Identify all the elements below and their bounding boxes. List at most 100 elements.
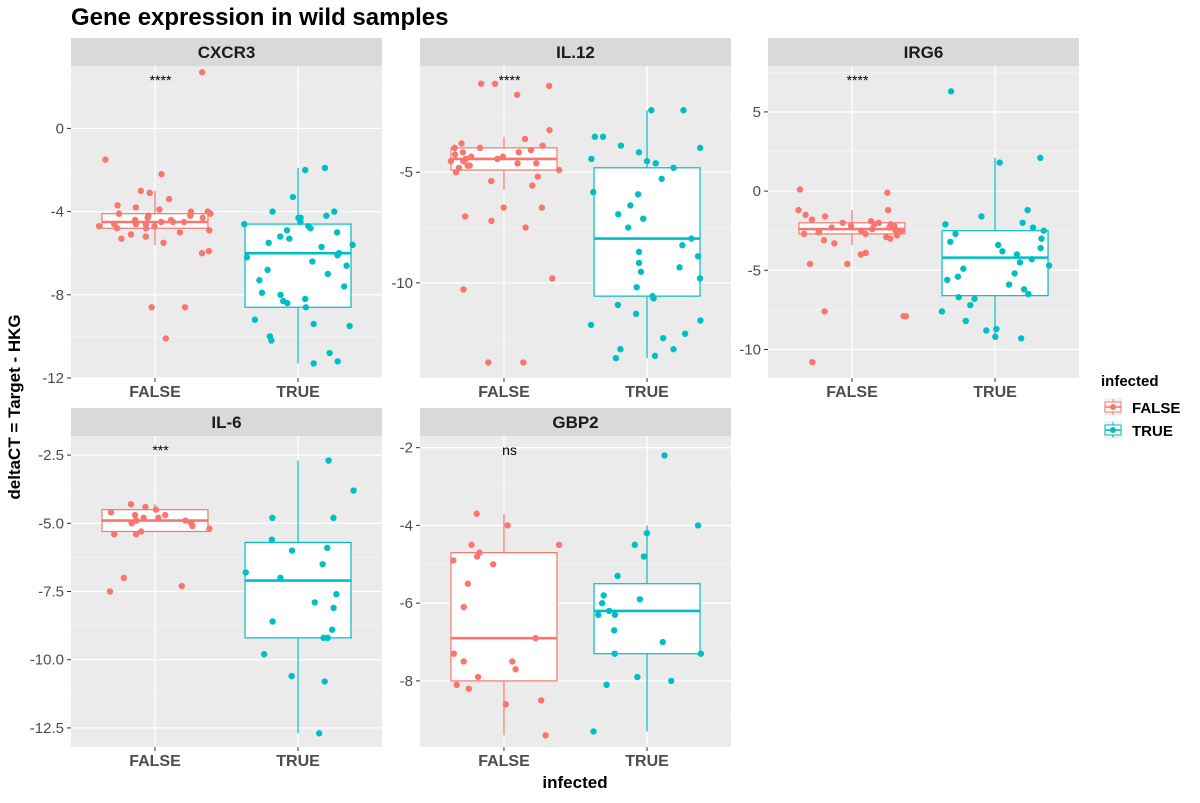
- data-point: [694, 522, 702, 529]
- y-tick-label: -10: [391, 275, 413, 292]
- y-tick-label: -5: [748, 262, 761, 279]
- data-point: [205, 247, 213, 255]
- data-point: [473, 510, 480, 517]
- x-tick-label: TRUE: [276, 384, 320, 401]
- data-point: [477, 80, 485, 87]
- data-point: [328, 626, 336, 633]
- y-tick-label: 0: [56, 120, 64, 137]
- panel-background: [768, 66, 1079, 378]
- data-point: [115, 210, 123, 217]
- data-point: [847, 222, 855, 230]
- data-point: [815, 229, 822, 236]
- data-point: [999, 248, 1006, 255]
- data-point: [169, 218, 177, 226]
- data-point: [490, 561, 497, 568]
- data-point: [324, 270, 332, 278]
- data-point: [144, 214, 151, 222]
- data-point: [857, 251, 865, 258]
- facet-strip-label: IRG6: [904, 43, 944, 62]
- data-point: [288, 547, 296, 554]
- box-false: [450, 513, 558, 736]
- data-point: [532, 634, 539, 642]
- data-point: [330, 514, 337, 522]
- box-true: [593, 525, 701, 732]
- data-point: [460, 157, 467, 165]
- data-point: [809, 358, 816, 366]
- data-point: [131, 511, 139, 519]
- data-point: [648, 107, 655, 114]
- data-point: [142, 503, 149, 511]
- legend-key-point: [1110, 427, 1116, 433]
- data-point: [162, 335, 169, 342]
- data-point: [321, 164, 329, 172]
- data-point: [178, 582, 185, 590]
- data-point: [996, 159, 1003, 166]
- data-point: [321, 678, 328, 685]
- data-point: [243, 254, 251, 261]
- data-point: [181, 304, 189, 311]
- x-tick-label: FALSE: [129, 384, 181, 401]
- data-point: [465, 685, 473, 692]
- data-point: [509, 658, 516, 665]
- legend-key-point: [1110, 404, 1116, 410]
- data-point: [333, 591, 340, 598]
- facet-strip-label: GBP2: [552, 413, 598, 432]
- data-point: [137, 528, 145, 535]
- data-point: [302, 304, 310, 311]
- data-point: [1019, 219, 1026, 226]
- data-point: [95, 222, 103, 230]
- data-point: [451, 144, 458, 152]
- data-point: [546, 126, 553, 134]
- data-point: [598, 599, 606, 607]
- data-point: [286, 235, 293, 242]
- data-point: [590, 188, 597, 196]
- data-point: [265, 239, 272, 246]
- data-point: [142, 225, 150, 232]
- data-point: [447, 157, 455, 165]
- data-point: [148, 304, 155, 311]
- data-point: [268, 337, 275, 344]
- data-point: [310, 320, 317, 328]
- y-tick-label: -8: [51, 287, 64, 304]
- box-true: [941, 157, 1049, 339]
- box-true: [244, 460, 352, 734]
- data-point: [676, 264, 683, 271]
- data-point: [869, 225, 876, 233]
- data-point: [944, 276, 951, 284]
- data-point: [1037, 244, 1044, 252]
- data-point: [334, 358, 341, 365]
- data-point: [488, 217, 495, 225]
- data-point: [198, 250, 206, 257]
- data-point: [326, 349, 333, 357]
- data-point: [330, 604, 337, 612]
- data-point: [350, 487, 357, 494]
- y-tick-label: -4: [51, 204, 64, 221]
- y-tick-label: -10.0: [30, 652, 64, 669]
- x-tick-label: TRUE: [276, 753, 320, 770]
- data-point: [1013, 251, 1021, 258]
- data-point: [625, 224, 632, 231]
- data-point: [207, 210, 214, 217]
- data-point: [614, 572, 621, 580]
- data-point: [241, 220, 248, 228]
- x-tick-label: FALSE: [478, 753, 530, 770]
- data-point: [288, 672, 295, 680]
- data-point: [132, 204, 140, 211]
- data-point: [862, 249, 869, 257]
- data-point: [458, 140, 465, 147]
- data-point: [650, 295, 657, 302]
- data-point: [319, 561, 326, 568]
- data-point: [1024, 206, 1031, 214]
- data-point: [534, 173, 542, 180]
- data-point: [500, 204, 507, 211]
- data-point: [324, 544, 331, 552]
- data-point: [542, 732, 549, 739]
- data-point: [311, 599, 318, 606]
- facet-strip: [420, 408, 731, 436]
- data-point: [277, 574, 284, 582]
- data-point: [309, 258, 316, 265]
- significance-label: ****: [150, 72, 172, 88]
- data-point: [955, 294, 962, 301]
- facet-panel-2: IRG6 5 0 -5 -10 FALSE TRUE ****: [739, 38, 1079, 401]
- data-point: [898, 227, 905, 234]
